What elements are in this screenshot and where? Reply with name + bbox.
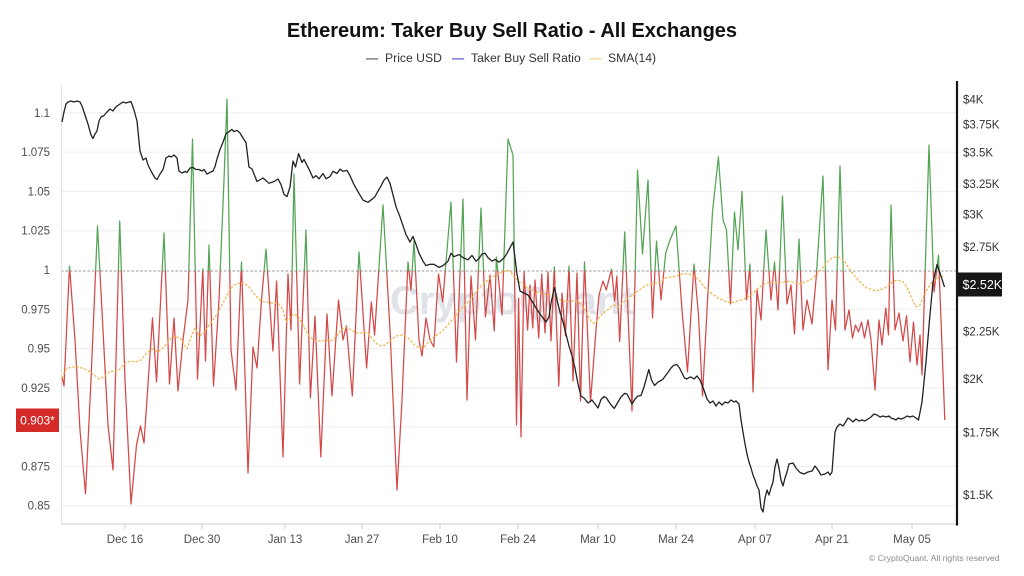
svg-text:Feb 24: Feb 24 bbox=[500, 534, 536, 546]
svg-text:$4K: $4K bbox=[963, 95, 984, 107]
svg-text:1.05: 1.05 bbox=[28, 186, 50, 198]
svg-text:$1.75K: $1.75K bbox=[963, 428, 1000, 440]
svg-text:Jan 27: Jan 27 bbox=[345, 534, 380, 546]
svg-text:$3.25K: $3.25K bbox=[963, 179, 1000, 191]
svg-text:Taker Buy Sell Ratio: Taker Buy Sell Ratio bbox=[471, 51, 581, 65]
svg-text:0.925: 0.925 bbox=[21, 383, 50, 395]
svg-text:© CryptoQuant. All rights rese: © CryptoQuant. All rights reserved bbox=[869, 553, 1000, 563]
svg-text:1.1: 1.1 bbox=[34, 108, 50, 120]
svg-text:$2K: $2K bbox=[963, 374, 984, 386]
svg-text:Apr 21: Apr 21 bbox=[815, 534, 849, 546]
svg-text:$3.75K: $3.75K bbox=[963, 120, 1000, 132]
svg-text:—: — bbox=[452, 51, 465, 65]
svg-text:$3K: $3K bbox=[963, 210, 984, 222]
svg-text:Apr 07: Apr 07 bbox=[738, 534, 772, 546]
svg-text:0.95: 0.95 bbox=[28, 344, 50, 356]
svg-text:$3.5K: $3.5K bbox=[963, 148, 993, 160]
svg-text:May 05: May 05 bbox=[893, 534, 931, 546]
svg-text:SMA(14): SMA(14) bbox=[608, 51, 656, 65]
svg-text:Feb 10: Feb 10 bbox=[422, 534, 458, 546]
svg-text:Dec 16: Dec 16 bbox=[107, 534, 143, 546]
svg-text:0.903*: 0.903* bbox=[20, 414, 55, 428]
svg-text:1: 1 bbox=[44, 265, 50, 277]
svg-text:Dec 30: Dec 30 bbox=[184, 534, 220, 546]
svg-text:0.85: 0.85 bbox=[28, 501, 50, 513]
svg-text:$1.5K: $1.5K bbox=[963, 490, 993, 502]
svg-text:$2.25K: $2.25K bbox=[963, 326, 1000, 338]
svg-text:$2.75K: $2.75K bbox=[963, 242, 1000, 254]
svg-text:$2.52K: $2.52K bbox=[963, 278, 1003, 292]
svg-text:Mar 10: Mar 10 bbox=[580, 534, 616, 546]
svg-text:Price USD: Price USD bbox=[385, 51, 442, 65]
svg-text:1.025: 1.025 bbox=[21, 226, 50, 238]
svg-text:Ethereum: Taker Buy Sell Ratio: Ethereum: Taker Buy Sell Ratio - All Exc… bbox=[287, 20, 737, 42]
svg-text:Mar 24: Mar 24 bbox=[658, 534, 694, 546]
svg-text:—: — bbox=[589, 51, 602, 65]
svg-text:1.075: 1.075 bbox=[21, 147, 50, 159]
svg-text:CryptoQuant: CryptoQuant bbox=[390, 279, 634, 323]
svg-text:Jan 13: Jan 13 bbox=[268, 534, 303, 546]
svg-text:—: — bbox=[366, 51, 379, 65]
svg-text:0.975: 0.975 bbox=[21, 304, 50, 316]
svg-text:0.875: 0.875 bbox=[21, 461, 50, 473]
